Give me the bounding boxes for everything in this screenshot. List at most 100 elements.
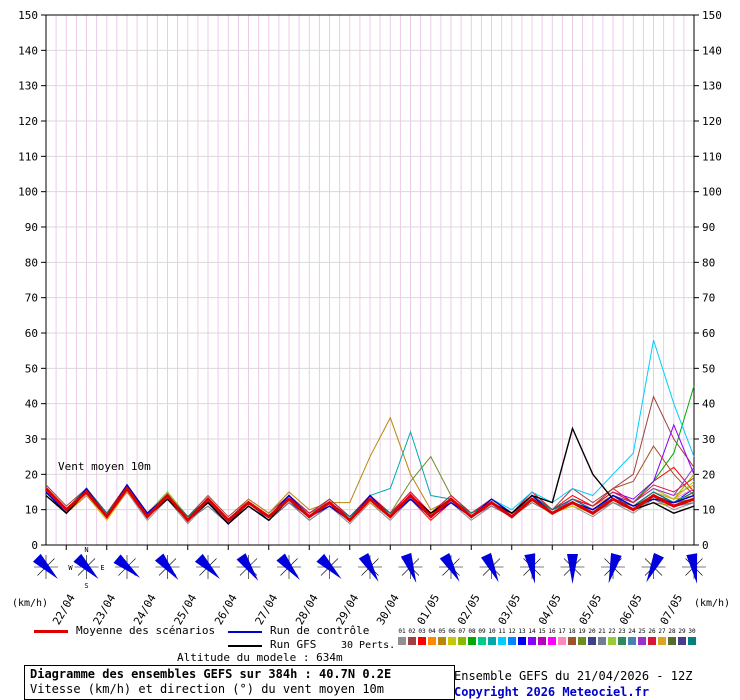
svg-text:130: 130 xyxy=(18,80,38,93)
svg-text:110: 110 xyxy=(702,150,722,163)
svg-text:30: 30 xyxy=(702,433,715,446)
pert-number: 12 xyxy=(508,628,516,635)
pert-legend-item: 13 xyxy=(517,628,527,645)
pert-legend-item: 18 xyxy=(567,628,577,645)
wind-barb xyxy=(154,553,180,581)
svg-text:150: 150 xyxy=(702,9,722,22)
date-label: 30/04 xyxy=(374,592,402,626)
date-label: 28/04 xyxy=(293,592,321,626)
pert-legend-item: 07 xyxy=(457,628,467,645)
date-label: 29/04 xyxy=(334,592,362,626)
perts-legend: 01 02 03 04 05 06 07 08 09 10 11 12 13 14 15 16 17 18 19 20… xyxy=(397,628,702,647)
pert-legend-item: 28 xyxy=(667,628,677,645)
wind-barb xyxy=(479,552,504,583)
pert-color-square xyxy=(588,637,596,645)
pert-color-square xyxy=(528,637,536,645)
pert-color-square xyxy=(508,637,516,645)
pert-color-square xyxy=(408,637,416,645)
pert-legend-item: 30 xyxy=(687,628,697,645)
pert-color-square xyxy=(568,637,576,645)
pert-number: 02 xyxy=(408,628,416,635)
pert-number: 05 xyxy=(438,628,446,635)
pert-legend-item: 24 xyxy=(627,628,637,645)
pert-number: 29 xyxy=(678,628,686,635)
gfs-legend-label: Run GFS xyxy=(270,638,317,651)
wind-barb xyxy=(520,553,544,584)
svg-text:40: 40 xyxy=(702,398,715,411)
date-label: 07/05 xyxy=(658,592,686,626)
control-legend-label: Run de contrôle xyxy=(270,624,370,637)
wind-arrow xyxy=(608,553,622,584)
altitude-note: Altitude du modele : 634m xyxy=(177,651,343,664)
pert-color-square xyxy=(418,637,426,645)
pert-number: 24 xyxy=(628,628,636,635)
svg-text:110: 110 xyxy=(18,150,38,163)
chart-title: Diagramme des ensembles GEFS sur 384h : … xyxy=(30,667,392,681)
pert-legend-item: 04 xyxy=(427,628,437,645)
run-info: Ensemble GEFS du 21/04/2026 - 12Z xyxy=(454,669,693,683)
pert-legend-item: 16 xyxy=(547,628,557,645)
pert-color-square xyxy=(498,637,506,645)
date-label: 05/05 xyxy=(577,592,605,626)
svg-text:10: 10 xyxy=(25,504,38,517)
pert-color-square xyxy=(628,637,636,645)
svg-text:100: 100 xyxy=(702,186,722,199)
svg-text:20: 20 xyxy=(702,468,715,481)
svg-text:90: 90 xyxy=(702,221,715,234)
wind-barb xyxy=(439,552,463,582)
svg-text:0: 0 xyxy=(31,539,38,552)
pert-color-square xyxy=(538,637,546,645)
svg-text:150: 150 xyxy=(18,9,38,22)
wind-barb xyxy=(316,553,342,580)
date-label: 03/05 xyxy=(496,592,524,626)
date-label: 04/05 xyxy=(536,592,564,626)
pert-legend-item: 10 xyxy=(487,628,497,645)
svg-text:120: 120 xyxy=(18,115,38,128)
pert-color-square xyxy=(518,637,526,645)
wind-barb xyxy=(113,554,141,579)
pert-number: 15 xyxy=(538,628,546,635)
wind-arrow xyxy=(154,553,179,581)
pert-number: 30 xyxy=(688,628,696,635)
pert-number: 04 xyxy=(428,628,436,635)
chart-subtitle: Vitesse (km/h) et direction (°) du vent … xyxy=(30,682,385,696)
pert-number: 14 xyxy=(528,628,536,635)
pert-legend-item: 09 xyxy=(477,628,487,645)
pert-legend-item: 17 xyxy=(557,628,567,645)
pert-color-square xyxy=(488,637,496,645)
pert-legend-item: 20 xyxy=(587,628,597,645)
svg-text:70: 70 xyxy=(25,292,38,305)
mean-legend-swatch xyxy=(34,630,68,633)
pert-number: 03 xyxy=(418,628,426,635)
date-label: 23/04 xyxy=(91,592,119,626)
unit-label-left: (km/h) xyxy=(12,598,48,609)
pert-number: 18 xyxy=(568,628,576,635)
svg-text:60: 60 xyxy=(25,327,38,340)
pert-number: 20 xyxy=(588,628,596,635)
wind-barb xyxy=(194,553,221,580)
wind-barb xyxy=(641,552,666,583)
pert-number: 17 xyxy=(558,628,566,635)
pert-color-square xyxy=(558,637,566,645)
pert-legend-item: 05 xyxy=(437,628,447,645)
svg-text:140: 140 xyxy=(702,44,722,57)
pert-number: 07 xyxy=(458,628,466,635)
wind-direction-barbs xyxy=(32,552,706,584)
pert-color-square xyxy=(478,637,486,645)
pert-color-square xyxy=(658,637,666,645)
date-label: 26/04 xyxy=(212,592,240,626)
perts-count-label: 30 Perts. xyxy=(341,640,396,651)
svg-text:90: 90 xyxy=(25,221,38,234)
pert-color-square xyxy=(468,637,476,645)
pert-color-square xyxy=(648,637,656,645)
pert-color-square xyxy=(688,637,696,645)
pert-legend-item: 25 xyxy=(637,628,647,645)
pert-legend-item: 22 xyxy=(607,628,617,645)
pert-number: 13 xyxy=(518,628,526,635)
svg-text:50: 50 xyxy=(702,362,715,375)
wind-arrow xyxy=(73,553,99,580)
svg-text:130: 130 xyxy=(702,80,722,93)
pert-number: 27 xyxy=(658,628,666,635)
wind-arrow xyxy=(400,552,417,583)
